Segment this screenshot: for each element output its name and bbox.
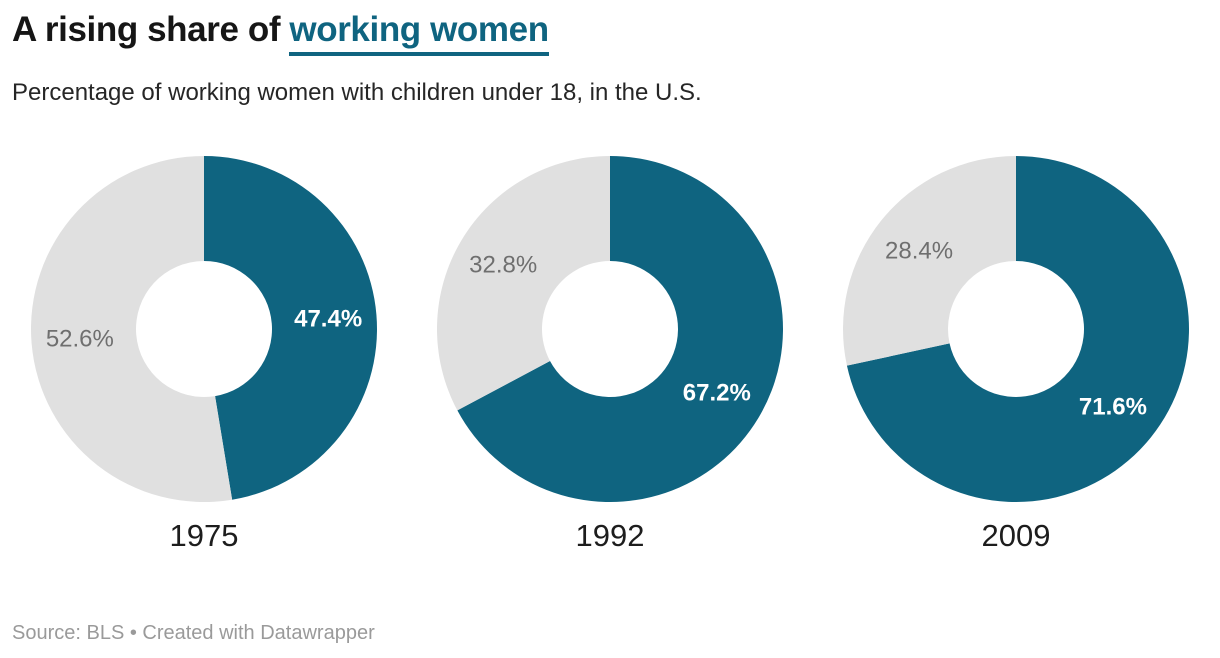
donut-chart-2009: 71.6% 28.4% 2009 — [843, 155, 1189, 553]
share-slice — [846, 155, 1189, 502]
source-note: Source: BLS • Created with Datawrapper — [12, 622, 375, 644]
remainder-label: 32.8% — [469, 251, 537, 278]
year-label: 2009 — [981, 517, 1051, 553]
remainder-slice — [843, 155, 1016, 366]
year-label: 1992 — [575, 517, 645, 553]
donut-chart-1992: 67.2% 32.8% 1992 — [437, 155, 783, 553]
donut-svg-2009: 71.6% 28.4% — [843, 155, 1189, 502]
donut-charts-row: 47.4% 52.6% 1975 67.2% 32.8% 1992 71.6% 28.4% 20… — [0, 155, 1220, 553]
share-slice — [457, 155, 783, 502]
remainder-label: 28.4% — [885, 237, 953, 264]
share-label: 47.4% — [294, 305, 362, 332]
year-label: 1975 — [169, 517, 239, 553]
remainder-label: 52.6% — [46, 326, 114, 353]
donut-svg-1975: 47.4% 52.6% — [31, 155, 377, 502]
donut-chart-1975: 47.4% 52.6% 1975 — [31, 155, 377, 553]
chart-container: A rising share of working women Percenta… — [0, 8, 1220, 658]
share-slice — [204, 155, 377, 500]
chart-title: A rising share of working women — [0, 8, 1220, 56]
remainder-slice — [437, 155, 610, 411]
remainder-slice — [31, 155, 233, 502]
share-label: 71.6% — [1079, 394, 1147, 421]
chart-subtitle: Percentage of working women with childre… — [12, 78, 702, 106]
donut-svg-1992: 67.2% 32.8% — [437, 155, 783, 502]
share-label: 67.2% — [683, 380, 751, 407]
title-highlight: working women — [289, 8, 549, 56]
title-text: A rising share of — [12, 10, 290, 49]
